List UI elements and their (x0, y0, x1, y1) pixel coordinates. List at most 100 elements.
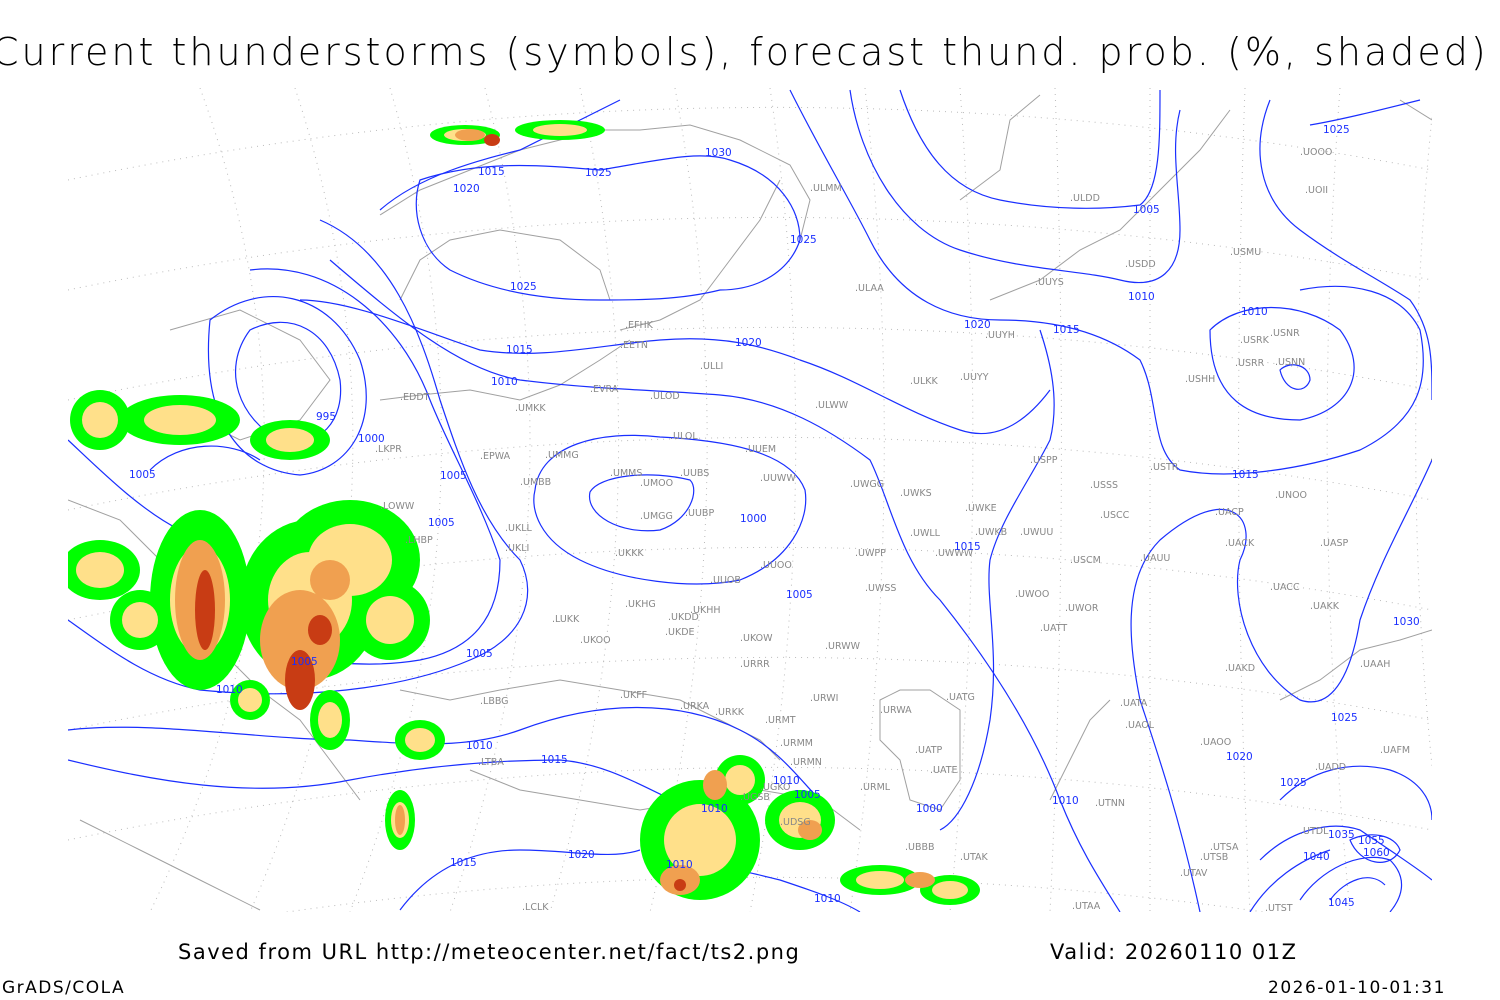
isobar-label: 1015 (506, 344, 533, 356)
station-label: .UMKK (515, 403, 546, 414)
isobar-label: 1005 (291, 656, 318, 668)
thunder-prob-mid-area (318, 702, 342, 738)
isobar-label: 1025 (790, 234, 817, 246)
station-label: .UNOO (1275, 490, 1307, 501)
isobar-label: 1015 (1232, 469, 1259, 481)
isobar-label: 1015 (954, 541, 981, 553)
station-label: .URWA (880, 705, 912, 716)
station-label: .UAKK (1310, 601, 1340, 612)
station-label: .USCM (1070, 555, 1101, 566)
station-label: .USSS (1090, 480, 1118, 491)
station-label: .USNR (1270, 328, 1300, 339)
station-label: .UMOO (640, 478, 673, 489)
lat-lon-grid (68, 88, 1432, 912)
station-label: .USRR (1235, 358, 1265, 369)
station-label: .ULMM (810, 183, 842, 194)
station-label: .UACP (1215, 507, 1244, 518)
station-label: .URWI (810, 693, 838, 704)
station-label: .UGSB (740, 792, 770, 803)
station-label: .USDD (1125, 259, 1156, 270)
thunder-prob-mid-area (664, 804, 736, 876)
station-label: .UKLL (505, 523, 532, 534)
station-label: .UAAH (1360, 659, 1390, 670)
thunder-prob-max-area (674, 879, 686, 891)
isobar-label: 1010 (1052, 795, 1079, 807)
isobar-label: 1010 (216, 684, 243, 696)
isobar-label: 1025 (585, 167, 612, 179)
isobar-label: 1005 (1133, 204, 1160, 216)
station-label: .UTSA (1210, 842, 1239, 853)
station-label: .UMMS (610, 468, 642, 479)
station-label: .UDSG (780, 817, 811, 828)
isobar-label: 1005 (428, 517, 455, 529)
station-label: .UUWW (760, 473, 796, 484)
station-label: .UNNT (1430, 452, 1460, 463)
thunder-prob-high-area (905, 872, 935, 888)
thunder-prob-mid-area (82, 402, 118, 438)
isobar-label: 1025 (1331, 712, 1358, 724)
station-label: .UWOR (1065, 603, 1099, 614)
station-label: .LUKK (552, 614, 580, 625)
station-label: .UTAK (960, 852, 989, 863)
station-label: .ULKK (910, 376, 938, 387)
station-label: .UATG (946, 692, 975, 703)
station-label: .ULLI (700, 361, 723, 372)
isobar-label: 1025 (510, 281, 537, 293)
station-label: .UNBB (1460, 480, 1490, 491)
station-label: .UKDD (668, 612, 699, 623)
station-label: .UUBS (680, 468, 709, 479)
isobar-label: 1005 (466, 648, 493, 660)
station-label: .URMN (790, 757, 822, 768)
isobar-label: 1015 (478, 166, 505, 178)
meridian-line (1415, 111, 1432, 771)
station-label: .EFHK (625, 320, 654, 331)
isobar-label: 1000 (358, 433, 385, 445)
station-label: .UWPP (855, 548, 886, 559)
isobar-label: 1005 (129, 469, 156, 481)
station-label: .UWKB (975, 527, 1007, 538)
isobar-label: 1025 (1323, 124, 1350, 136)
isobar-label: 1020 (964, 319, 991, 331)
station-label: .EETN (620, 340, 648, 351)
thunder-prob-mid-area (238, 688, 262, 712)
station-label: .EDDT (400, 392, 430, 403)
thunder-prob-mid-area (266, 428, 314, 452)
station-label: .USRK (1240, 335, 1270, 346)
meridian-line (1238, 88, 1251, 912)
station-label: .UTDL (1300, 826, 1329, 837)
isobar-label: 1020 (1226, 751, 1253, 763)
parallel-line (68, 216, 1432, 291)
thunder-prob-max-area (285, 650, 315, 710)
isobar-label: 1060 (1363, 847, 1390, 859)
thunder-prob-mid-area (405, 728, 435, 752)
thunder-prob-mid-area (932, 881, 968, 899)
station-label: .USNN (1275, 357, 1305, 368)
station-label: .UGKO (760, 782, 791, 793)
station-label: .UTAV (1180, 868, 1208, 879)
thunder-prob-max-area (308, 615, 332, 645)
station-label: .UACC (1270, 582, 1300, 593)
isobar-label: 1020 (568, 849, 595, 861)
station-label: .UMMG (545, 450, 579, 461)
valid-time-text: Valid: 20260110 01Z (1050, 940, 1298, 964)
station-label: .UTNN (1095, 798, 1125, 809)
station-label: .UUYH (985, 330, 1015, 341)
station-label: .LHBP (405, 535, 433, 546)
station-label: .EPWA (480, 451, 511, 462)
isobar-label: 1015 (1053, 324, 1080, 336)
station-label: .UWKE (965, 503, 997, 514)
isobar-label: 1025 (1280, 777, 1307, 789)
chart-title: Current thunderstorms (symbols), forecas… (0, 30, 1489, 74)
isobar-label: 1010 (1241, 306, 1268, 318)
station-label: .UKOW (740, 633, 773, 644)
station-label: .UWUU (1020, 527, 1053, 538)
station-label: .UUYS (1035, 277, 1064, 288)
station-label: .USCC (1100, 510, 1130, 521)
station-label: .UBBB (905, 842, 935, 853)
station-label: .UKKK (615, 548, 644, 559)
station-label: .UTAA (1072, 901, 1101, 912)
station-label: .URMT (765, 715, 796, 726)
meridian-line (449, 88, 531, 912)
isobar-label: 1000 (916, 803, 943, 815)
meridian-line (349, 88, 442, 912)
